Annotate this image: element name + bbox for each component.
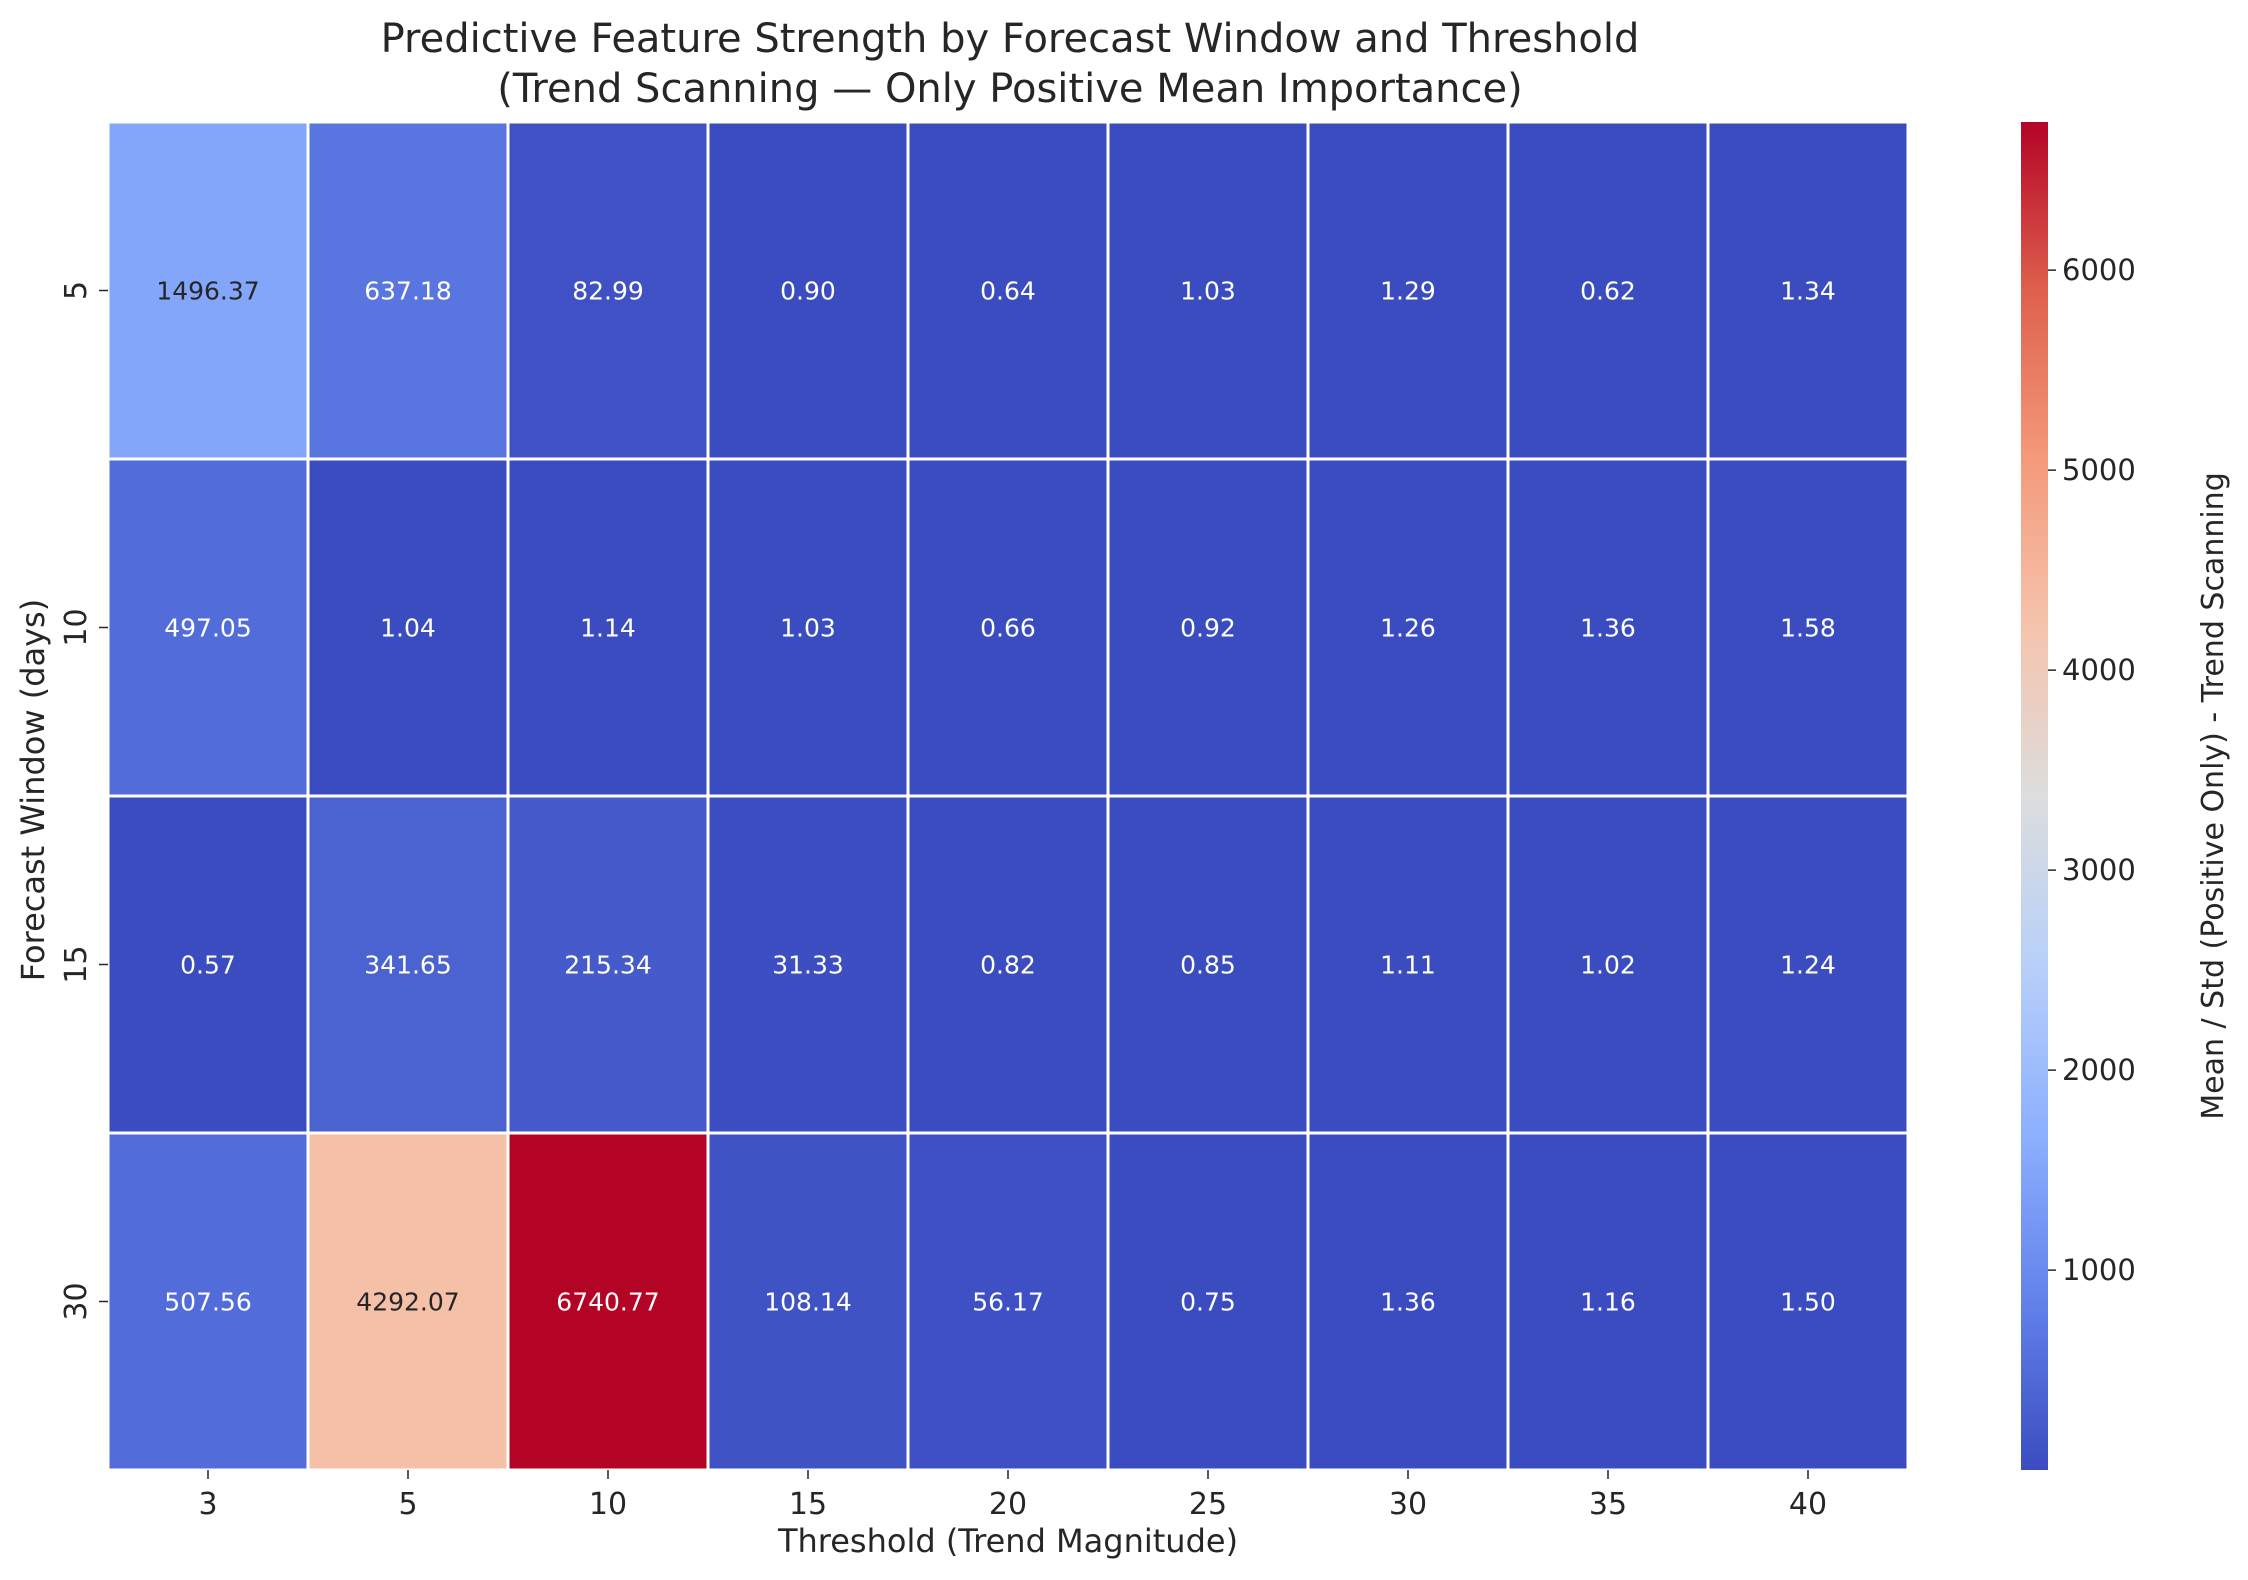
cell-value-label: 1.26 [1380,614,1436,643]
x-tick-label: 10 [589,1487,627,1522]
y-tick-label: 30 [59,1282,94,1320]
heatmap-cell [706,457,910,798]
cell-value-label: 1.24 [1780,951,1836,980]
chart-subtitle: (Trend Scanning — Only Positive Mean Imp… [497,66,1522,112]
colorbar-tick-label: 3000 [2062,853,2136,887]
cell-value-label: 56.17 [972,1288,1044,1317]
chart-title: Predictive Feature Strength by Forecast … [381,16,1640,62]
heatmap-cell [1306,794,1510,1135]
colorbar-tick-label: 4000 [2062,653,2136,687]
x-tick-label: 25 [1189,1487,1227,1522]
x-tick-label: 5 [398,1487,417,1522]
cell-value-label: 1.29 [1380,277,1436,306]
heatmap-cell [1106,120,1310,461]
heatmap-cell [106,794,310,1135]
cell-value-label: 1.14 [580,614,636,643]
heatmap-cell [906,794,1110,1135]
cell-value-label: 4292.07 [356,1288,459,1317]
heatmap-cell [306,794,510,1135]
x-tick-label: 40 [1789,1487,1827,1522]
heatmap-cell [906,120,1110,461]
heatmap-cell [1306,457,1510,798]
cell-value-label: 0.85 [1180,951,1236,980]
cell-value-label: 1.50 [1780,1288,1836,1317]
heatmap-cell [1506,457,1710,798]
heatmap-cell [1706,1131,1910,1472]
heatmap-cells: 1496.37 637.18 82.99 0.90 0.64 1.03 1.29 0.62 1.… [106,120,1910,1472]
cell-value-label: 0.90 [780,277,836,306]
x-tick-label: 15 [789,1487,827,1522]
cell-value-label: 82.99 [572,277,644,306]
cell-value-label: 1.34 [1780,277,1836,306]
cell-value-label: 1.03 [1180,277,1236,306]
cell-value-label: 0.75 [1180,1288,1236,1317]
cell-value-label: 0.62 [1580,277,1636,306]
cell-value-label: 6740.77 [556,1288,659,1317]
heatmap-cell [106,457,310,798]
heatmap-cell [706,1131,910,1472]
heatmap-cell [1706,794,1910,1135]
colorbar-tick-label: 1000 [2062,1253,2136,1287]
heatmap-cell [306,120,510,461]
cell-value-label: 1496.37 [156,277,259,306]
cell-value-label: 497.05 [164,614,251,643]
heatmap-cell [706,794,910,1135]
cell-value-label: 0.66 [980,614,1036,643]
colorbar-tick-label: 5000 [2062,453,2136,487]
heatmap-cell [506,120,710,461]
heatmap-cell [506,794,710,1135]
x-tick-label: 3 [198,1487,217,1522]
cell-value-label: 1.36 [1380,1288,1436,1317]
x-axis: 3 5 10 15 20 25 30 35 40 [198,1470,1827,1522]
cell-value-label: 1.58 [1780,614,1836,643]
heatmap-cell [1706,457,1910,798]
heatmap-cell [1506,120,1710,461]
cell-value-label: 507.56 [164,1288,251,1317]
cell-value-label: 637.18 [364,277,451,306]
colorbar-label: Mean / Std (Positive Only) - Trend Scann… [2196,472,2231,1120]
cell-value-label: 1.36 [1580,614,1636,643]
cell-value-label: 1.02 [1580,951,1636,980]
cell-value-label: 0.92 [1180,614,1236,643]
heatmap-cell [706,120,910,461]
cell-value-label: 0.82 [980,951,1036,980]
heatmap-cell [1506,1131,1710,1472]
x-axis-label: Threshold (Trend Magnitude) [777,1522,1238,1560]
cell-value-label: 1.03 [780,614,836,643]
cell-value-label: 341.65 [364,951,451,980]
heatmap-cell [306,1131,510,1472]
x-tick-label: 20 [989,1487,1027,1522]
colorbar [2021,122,2048,1470]
x-tick-label: 30 [1389,1487,1427,1522]
y-tick-label: 15 [59,945,94,983]
heatmap-cell [506,457,710,798]
y-tick-label: 5 [59,281,94,300]
heatmap-cell [906,457,1110,798]
y-tick-label: 10 [59,608,94,646]
y-axis: 5 10 15 30 [59,281,108,1321]
cell-value-label: 0.64 [980,277,1036,306]
colorbar-ticks: 1000 2000 3000 4000 5000 6000 [2048,253,2136,1287]
colorbar-tick-label: 6000 [2062,253,2136,287]
cell-value-label: 0.57 [180,951,236,980]
cell-value-label: 108.14 [764,1288,851,1317]
heatmap-cell [106,120,310,461]
cell-value-label: 215.34 [564,951,651,980]
x-tick-label: 35 [1589,1487,1627,1522]
heatmap-cell [106,1131,310,1472]
colorbar-tick-label: 2000 [2062,1053,2136,1087]
cell-value-label: 1.04 [380,614,436,643]
cell-value-label: 1.16 [1580,1288,1636,1317]
cell-value-label: 31.33 [772,951,844,980]
y-axis-label: Forecast Window (days) [14,599,52,981]
cell-value-label: 1.11 [1380,951,1436,980]
